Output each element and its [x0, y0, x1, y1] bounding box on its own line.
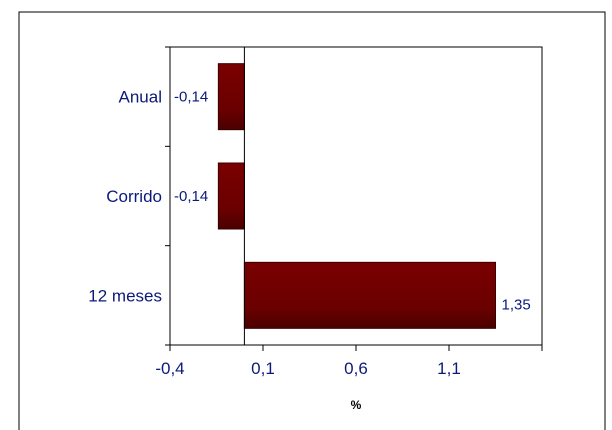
x-tick-label: 0,1	[251, 359, 275, 378]
bars-group	[217, 63, 496, 329]
category-label: Anual	[119, 88, 162, 107]
bar-anual	[217, 63, 245, 131]
data-label: 1,35	[502, 296, 531, 313]
x-axis-label: %	[351, 398, 362, 412]
data-label: -0,14	[174, 188, 208, 205]
bar-12-meses	[243, 261, 496, 329]
data-label: -0,14	[174, 89, 208, 106]
category-label: Corrido	[106, 187, 162, 206]
x-axis-ticks: -0,4 0,1 0,6 1,1	[155, 345, 543, 378]
x-tick-label: 0,6	[344, 359, 368, 378]
category-labels: Anual Corrido 12 meses	[88, 46, 170, 346]
bar-corrido	[217, 162, 245, 230]
x-tick-label: -0,4	[155, 359, 184, 378]
data-labels: -0,14 -0,14 1,35	[174, 89, 531, 314]
category-label: 12 meses	[88, 286, 162, 305]
x-tick-label: 1,1	[437, 359, 461, 378]
